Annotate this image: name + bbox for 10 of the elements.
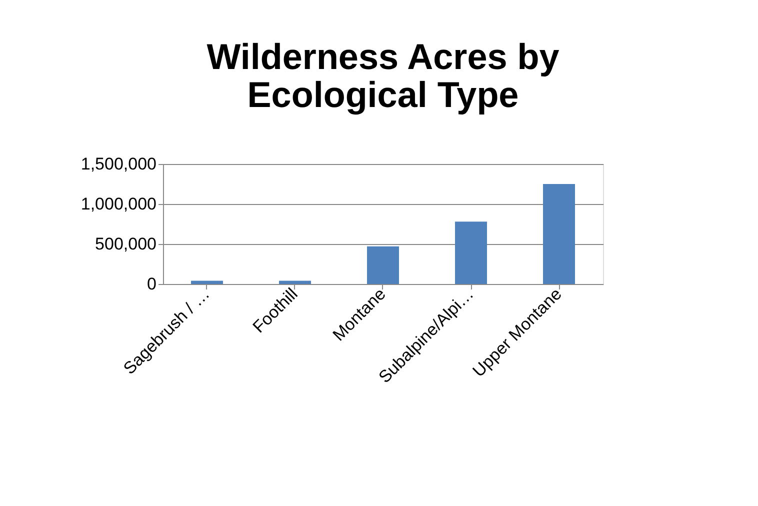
y-tick-label: 500,000: [95, 234, 156, 254]
bar: [367, 246, 399, 284]
y-tick-label: 0: [147, 274, 156, 294]
y-tick-label: 1,500,000: [80, 154, 156, 174]
chart-title: Wilderness Acres by Ecological Type: [206, 36, 560, 115]
bar: [543, 184, 575, 284]
bar: [191, 280, 223, 284]
y-tick-label: 1,000,000: [80, 194, 156, 214]
bar: [279, 280, 311, 284]
bar: [455, 222, 487, 284]
